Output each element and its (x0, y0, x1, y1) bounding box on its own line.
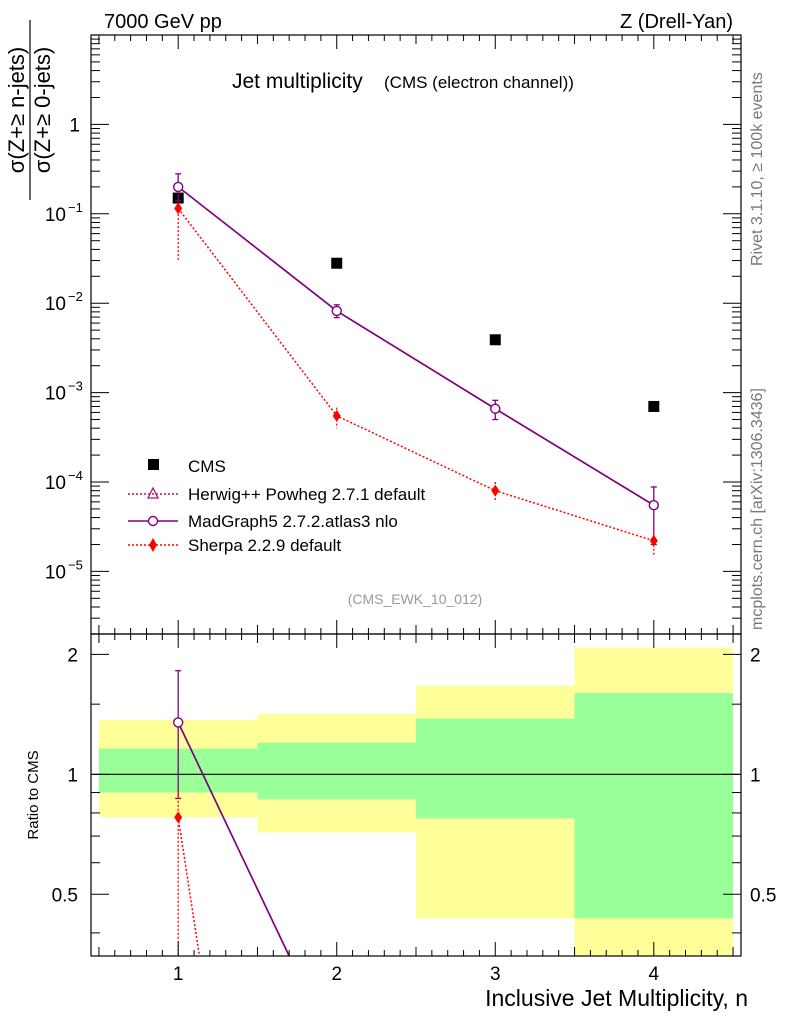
legend-label-herwig: Herwig++ Powheg 2.7.1 default (188, 485, 425, 504)
cms-data-point-3 (648, 400, 660, 412)
legend-marker-cms (148, 459, 159, 470)
y-tick-label: 10 (45, 473, 66, 494)
x-tick-label: 1 (173, 964, 184, 985)
xlabel: Inclusive Jet Multiplicity, n (485, 985, 748, 1011)
y-tick-label: 10 (45, 562, 66, 583)
x-tick-label: 4 (649, 964, 660, 985)
ratio-y-tick-label-right: 0.5 (750, 885, 776, 906)
ratio-y-tick-label-right: 1 (750, 765, 761, 786)
cms-data-point-1 (331, 257, 343, 269)
ratio-y-tick-label-left: 0.5 (52, 885, 78, 906)
madgraph-point-3 (648, 500, 660, 511)
y-tick-exponent: −5 (68, 557, 83, 572)
main-ylabel: σ(Z+≥ n-jets) σ(Z+≥ 0-jets) (4, 20, 55, 200)
ratio-y-tick-label-left: 1 (67, 765, 78, 786)
ratio-y-tick-label-right: 2 (750, 645, 761, 666)
sherpa-point-3 (649, 534, 658, 547)
source-label: mcplots.cern.ch [arXiv:1306.3436] (749, 388, 766, 630)
legend-marker-herwig (146, 486, 160, 499)
y-tick-label: 10 (45, 205, 66, 226)
header-left: 7000 GeV pp (104, 11, 222, 33)
main-title: Jet multiplicity (232, 70, 363, 93)
sherpa-point-2 (491, 484, 500, 497)
y-tick-label: 10 (45, 294, 66, 315)
y-tick-exponent: −1 (68, 200, 83, 215)
madgraph-point-0 (172, 181, 184, 193)
series-line-2 (177, 186, 655, 506)
analysis-tag: (CMS_EWK_10_012) (348, 591, 483, 607)
ratio-y-tick-label-left: 2 (67, 645, 78, 666)
ratio-band-green-2 (257, 742, 416, 800)
ratio-sherpa-point (174, 811, 183, 824)
series-line-3 (177, 207, 655, 542)
legend-label-madgraph: MadGraph5 2.7.2.atlas3 nlo (188, 512, 398, 531)
legend-label-sherpa: Sherpa 2.2.9 default (188, 536, 341, 555)
main-subtitle: (CMS (electron channel)) (384, 73, 574, 92)
cms-data-point-2 (489, 334, 501, 346)
ratio-line-0 (177, 722, 291, 956)
legend-marker-sherpa (149, 538, 157, 552)
ratio-band-green-3 (416, 718, 575, 819)
legend: CMS Herwig++ Powheg 2.7.1 default MadGra… (128, 457, 425, 555)
x-tick-label: 2 (331, 964, 342, 985)
madgraph-point-1 (331, 305, 342, 317)
y-tick-exponent: −3 (68, 379, 83, 394)
legend-label-cms: CMS (188, 457, 226, 476)
sherpa-point-0 (174, 202, 183, 215)
y-tick-exponent: −4 (68, 468, 83, 483)
ylabel-numerator: σ(Z+≥ n-jets) (4, 47, 29, 174)
axes-layer: 1 2 3 410−510−410−310−210 −110.5 0.51 12 2 (45, 34, 776, 985)
y-tick-label: 1 (69, 115, 80, 136)
y-tick-label: 10 (45, 384, 66, 405)
ylabel-denominator: σ(Z+≥ 0-jets) (30, 47, 55, 174)
legend-marker-madgraph (147, 515, 159, 527)
header-right: Z (Drell-Yan) (620, 11, 733, 33)
ratio-madgraph-point (172, 717, 184, 728)
ratio-ylabel: Ratio to CMS (25, 750, 42, 839)
main-plot-layer (172, 173, 660, 556)
ratio-line-1 (177, 817, 201, 956)
sherpa-point-1 (332, 409, 341, 422)
ratio-bands (91, 647, 741, 956)
ratio-plot-layer (172, 670, 291, 956)
ratio-band-green-4 (574, 692, 734, 919)
x-tick-label: 3 (490, 964, 501, 985)
rivet-version-label: Rivet 3.1.10, ≥ 100k events (749, 72, 766, 266)
madgraph-point-2 (490, 403, 501, 414)
y-tick-exponent: −2 (68, 289, 83, 304)
